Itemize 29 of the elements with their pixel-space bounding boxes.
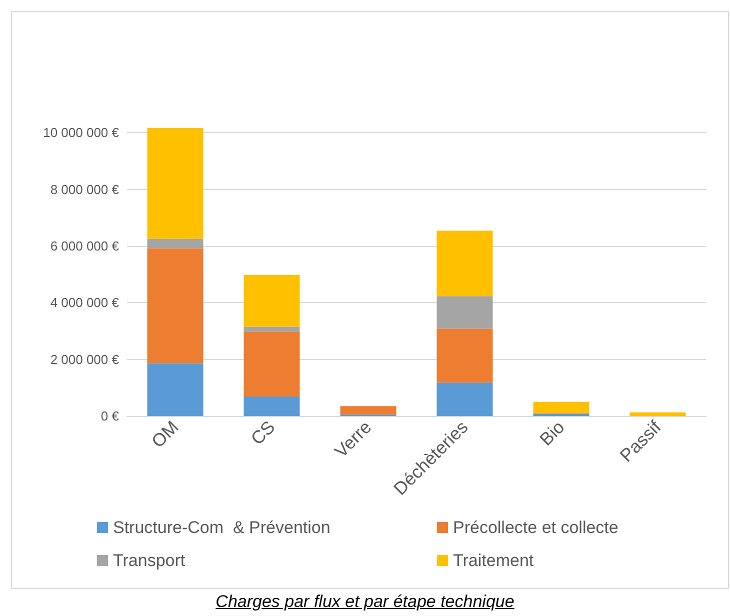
legend-label: Structure-Com & Prévention xyxy=(113,518,330,537)
bar xyxy=(436,382,493,416)
y-tick-label: 2 000 000 € xyxy=(50,352,120,367)
legend-label: Précollecte et collecte xyxy=(453,518,618,537)
bar xyxy=(244,274,300,327)
x-tick-label: OM xyxy=(148,416,182,452)
bar xyxy=(147,363,204,416)
bar xyxy=(436,230,493,296)
text: Charges par flux et par étape technique xyxy=(214,592,516,612)
bar xyxy=(533,402,590,414)
bar xyxy=(436,328,493,383)
bar xyxy=(244,326,300,332)
legend-label: Transport xyxy=(113,551,186,570)
bar xyxy=(147,238,204,248)
y-tick-label: 4 000 000 € xyxy=(50,295,120,310)
bar xyxy=(244,396,300,416)
bar xyxy=(630,412,686,416)
y-tick-label: 8 000 000 € xyxy=(50,182,120,197)
y-tick-label: 10 000 000 € xyxy=(43,125,120,140)
bar xyxy=(436,296,493,329)
y-tick-label: 6 000 000 € xyxy=(50,238,120,254)
x-tick-label: CS xyxy=(247,416,279,449)
bar xyxy=(244,332,300,396)
x-tick-label: Bio xyxy=(536,416,568,450)
bar xyxy=(147,128,204,239)
legend-label: Traitement xyxy=(453,551,534,570)
bar xyxy=(340,406,396,415)
bar xyxy=(147,248,204,364)
y-tick-label: 0 € xyxy=(100,408,120,424)
